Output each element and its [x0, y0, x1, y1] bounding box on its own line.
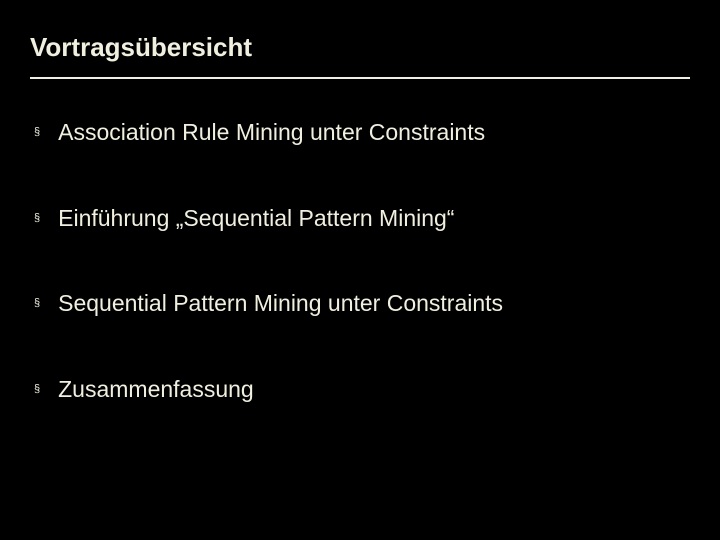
- bullet-list: § Association Rule Mining unter Constrai…: [30, 119, 690, 403]
- bullet-marker-icon: §: [34, 297, 40, 309]
- list-item: § Sequential Pattern Mining unter Constr…: [34, 290, 690, 318]
- list-item: § Einführung „Sequential Pattern Mining“: [34, 205, 690, 233]
- list-item: § Association Rule Mining unter Constrai…: [34, 119, 690, 147]
- slide-container: Vortragsübersicht § Association Rule Min…: [0, 0, 720, 540]
- bullet-text: Association Rule Mining unter Constraint…: [58, 119, 485, 147]
- bullet-marker-icon: §: [34, 383, 40, 395]
- bullet-text: Einführung „Sequential Pattern Mining“: [58, 205, 454, 233]
- bullet-text: Sequential Pattern Mining unter Constrai…: [58, 290, 503, 318]
- title-divider: [30, 77, 690, 79]
- bullet-text: Zusammenfassung: [58, 376, 254, 404]
- bullet-marker-icon: §: [34, 126, 40, 138]
- bullet-marker-icon: §: [34, 212, 40, 224]
- list-item: § Zusammenfassung: [34, 376, 690, 404]
- slide-title: Vortragsübersicht: [30, 32, 690, 63]
